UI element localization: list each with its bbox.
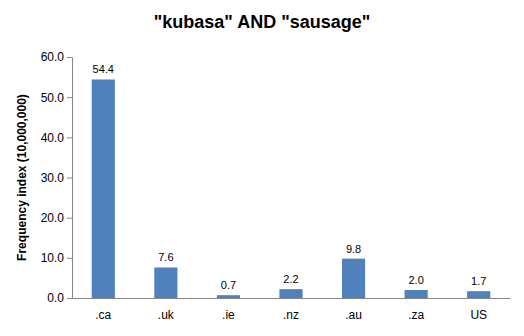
y-axis: 0.0 10.0 20.0 30.0 40.0 50.0 60.0	[41, 50, 73, 305]
x-tick: .nz	[283, 298, 299, 322]
y-tick-mark	[67, 137, 72, 138]
chart: 0.0 10.0 20.0 30.0 40.0 50.0 60.0 .ca .uk .ie .nz.…	[0, 0, 524, 336]
y-tick: 60.0	[41, 50, 72, 64]
y-tick: 10.0	[41, 251, 72, 265]
x-tick-label: .za	[408, 308, 424, 322]
bars	[92, 79, 491, 298]
y-tick: 20.0	[41, 211, 72, 225]
y-tick: 0.0	[47, 291, 72, 305]
x-axis-line	[73, 298, 511, 299]
data-label: 2.0	[408, 274, 423, 286]
y-axis-title: Frequency index (10,000,000)	[15, 94, 29, 261]
x-tick: .za	[408, 298, 424, 322]
x-tick-label: US	[470, 308, 487, 322]
y-tick-mark	[67, 178, 72, 179]
x-tick-label: .ie	[222, 308, 235, 322]
data-label: 9.8	[346, 243, 361, 255]
x-tick: .au	[345, 298, 362, 322]
plot: 0.0 10.0 20.0 30.0 40.0 50.0 60.0 .ca .uk .ie .nz.…	[41, 50, 511, 321]
y-tick-mark	[67, 298, 72, 299]
x-tick: US	[470, 298, 487, 322]
y-tick-label: 30.0	[41, 171, 65, 185]
bar	[154, 267, 177, 298]
y-tick: 30.0	[41, 171, 72, 185]
y-tick: 40.0	[41, 131, 72, 145]
data-label: 1.7	[471, 275, 486, 287]
y-tick-label: 10.0	[41, 251, 65, 265]
data-label: 2.2	[283, 273, 298, 285]
x-tick: .ca	[95, 298, 111, 322]
bar	[279, 289, 302, 298]
x-tick-label: .au	[345, 308, 362, 322]
y-tick-label: 40.0	[41, 131, 65, 145]
y-tick-mark	[67, 97, 72, 98]
y-tick-mark	[67, 258, 72, 259]
y-tick-label: 0.0	[47, 291, 64, 305]
y-tick: 50.0	[41, 91, 72, 105]
data-label: 0.7	[221, 279, 236, 291]
bar	[92, 79, 115, 298]
y-tick-label: 60.0	[41, 50, 65, 64]
bar	[217, 295, 240, 298]
bar	[405, 290, 428, 298]
x-tick-label: .uk	[158, 308, 175, 322]
x-tick-label: .nz	[283, 308, 299, 322]
title: "kubasa" AND "sausage"	[154, 12, 371, 32]
x-tick-label: .ca	[95, 308, 111, 322]
y-tick-label: 20.0	[41, 211, 65, 225]
data-label: 7.6	[158, 251, 173, 263]
data-label: 54.4	[93, 63, 114, 75]
data-labels: 54.4 7.6 0.7 2.2 9.8 2.0 1.7	[93, 63, 487, 291]
y-tick-label: 50.0	[41, 91, 65, 105]
y-axis-line	[67, 58, 73, 299]
y-tick-mark	[67, 218, 72, 219]
x-tick: .ie	[222, 298, 235, 322]
y-tick-mark	[67, 57, 72, 58]
bar	[342, 259, 365, 298]
bar	[467, 291, 490, 298]
x-axis: .ca .uk .ie .nz .au .za US	[73, 298, 511, 322]
x-tick: .uk	[158, 298, 175, 322]
